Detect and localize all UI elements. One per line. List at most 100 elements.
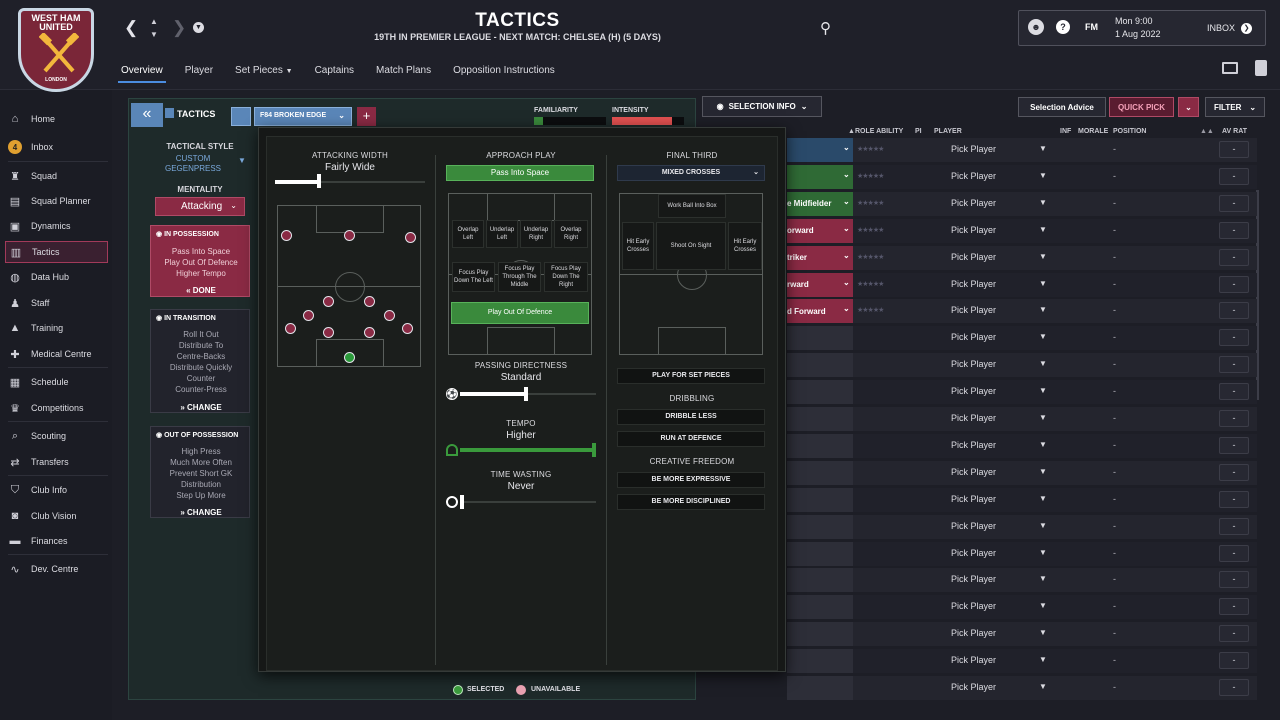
table-row[interactable]: Pick Player ▼ - - <box>787 353 1257 378</box>
sidebar-item-schedule[interactable]: ▦ Schedule <box>8 371 108 393</box>
player-dot[interactable] <box>364 327 375 338</box>
selection-info-button[interactable]: ◉ SELECTION INFO ⌄ <box>702 96 822 117</box>
chevron-down-icon[interactable]: ▼ <box>1039 144 1047 153</box>
table-row[interactable]: Pick Player ▼ - - <box>787 541 1257 566</box>
continue-arrow-icon[interactable]: ❯ <box>1241 23 1252 34</box>
mentality-select[interactable]: Attacking ⌄ <box>155 197 245 216</box>
role-select[interactable] <box>787 487 853 512</box>
role-select[interactable] <box>787 380 853 405</box>
sidebar-item-data-hub[interactable]: ◍ Data Hub <box>8 266 108 288</box>
slider-handle[interactable] <box>592 443 596 457</box>
zone-work-ball-into-box[interactable]: Work Ball Into Box <box>658 194 726 218</box>
slider-handle[interactable] <box>524 387 528 401</box>
chevron-down-icon[interactable]: ▼ <box>1039 574 1047 584</box>
table-row[interactable]: ★★★★★ ⌄ Pick Player ▼ - - <box>787 164 1257 189</box>
chevron-down-icon[interactable]: ▼ <box>1039 359 1047 369</box>
role-select[interactable]: triker ⌄ <box>787 245 853 270</box>
chevron-down-icon[interactable]: ▼ <box>1039 305 1047 315</box>
role-select[interactable] <box>787 676 853 700</box>
table-row[interactable]: Pick Player ▼ - - <box>787 326 1257 351</box>
table-row[interactable]: ★★★★★ rward ⌄ Pick Player ▼ - - <box>787 272 1257 297</box>
tab-opposition-instructions[interactable]: Opposition Instructions <box>453 65 555 76</box>
slider-handle[interactable] <box>317 174 321 188</box>
time-wasting-slider[interactable] <box>446 495 596 509</box>
in-transition-card[interactable]: ◉ IN TRANSITION Roll It Out Distribute T… <box>150 309 250 413</box>
table-row[interactable]: Pick Player ▼ - - <box>787 514 1257 539</box>
pick-player-select[interactable]: Pick Player <box>951 466 997 477</box>
player-dot[interactable] <box>364 296 375 307</box>
zone-shoot-on-sight[interactable]: Shoot On Sight <box>656 222 726 270</box>
attacking-width-slider[interactable] <box>275 174 425 188</box>
tab-player[interactable]: Player <box>184 65 214 76</box>
player-dot[interactable] <box>303 310 314 321</box>
in-possession-card[interactable]: ◉ IN POSSESSION Pass Into Space Play Out… <box>150 225 250 297</box>
pick-player-select[interactable]: Pick Player <box>951 197 997 208</box>
chevron-down-icon[interactable]: ▼ <box>238 156 246 165</box>
chevron-down-icon[interactable]: ▼ <box>1039 547 1047 557</box>
help-icon[interactable]: ? <box>1056 20 1070 34</box>
sidebar-item-squad-planner[interactable]: ▤ Squad Planner <box>8 190 108 212</box>
chevron-down-icon[interactable]: ▼ <box>1039 520 1047 530</box>
role-select[interactable]: ⌄ <box>787 164 853 189</box>
pick-player-select[interactable]: Pick Player <box>951 359 997 370</box>
chevron-down-icon[interactable]: ▼ <box>1039 439 1047 449</box>
tab-match-plans[interactable]: Match Plans <box>376 65 432 76</box>
sidebar-item-dev-centre[interactable]: ∿ Dev. Centre <box>8 558 108 580</box>
table-row[interactable]: Pick Player ▼ - - <box>787 595 1257 620</box>
screen-icon[interactable] <box>1222 62 1238 74</box>
pick-player-select[interactable]: Pick Player <box>951 655 997 666</box>
zone-hit-early-crosses-right[interactable]: Hit Early Crosses <box>728 222 762 270</box>
pick-player-select[interactable]: Pick Player <box>951 170 997 181</box>
role-select[interactable]: rward ⌄ <box>787 272 853 297</box>
chevron-down-icon[interactable]: ▼ <box>1039 601 1047 611</box>
table-row[interactable]: Pick Player ▼ - - <box>787 676 1257 700</box>
history-dropdown-icon[interactable]: ▼ <box>193 22 204 33</box>
tactic-select[interactable]: F84 BROKEN EDGE ⌄ <box>254 107 352 126</box>
tab-overview[interactable]: Overview <box>118 63 166 83</box>
role-select[interactable]: ⌄ <box>787 138 853 162</box>
sidebar-item-scouting[interactable]: ⌕ Scouting <box>8 425 108 447</box>
goalkeeper-dot[interactable] <box>344 352 355 363</box>
pick-player-select[interactable]: Pick Player <box>951 628 997 639</box>
filter-button[interactable]: FILTER ⌄ <box>1205 97 1265 117</box>
pick-player-select[interactable]: Pick Player <box>951 439 997 450</box>
table-row[interactable]: Pick Player ▼ - - <box>787 433 1257 458</box>
sidebar-item-tactics[interactable]: ▥ Tactics <box>5 241 108 263</box>
column-av-rat[interactable]: AV RAT <box>1222 128 1248 135</box>
in-transition-change-button[interactable]: » CHANGE <box>151 403 251 412</box>
role-select[interactable] <box>787 326 853 351</box>
player-dot[interactable] <box>402 323 413 334</box>
zone-overlap-right[interactable]: Overlap Right <box>554 220 588 248</box>
chevron-down-icon[interactable]: ▼ <box>1039 224 1047 234</box>
inbox-button[interactable]: INBOX <box>1207 23 1236 33</box>
role-select[interactable] <box>787 622 853 647</box>
be-more-disciplined-button[interactable]: BE MORE DISCIPLINED <box>617 494 765 510</box>
pick-player-select[interactable]: Pick Player <box>951 574 997 585</box>
chevron-down-icon[interactable]: ▼ <box>1039 493 1047 503</box>
play-for-set-pieces-button[interactable]: PLAY FOR SET PIECES <box>617 368 765 384</box>
out-of-possession-change-button[interactable]: » CHANGE <box>151 508 251 517</box>
chevron-down-icon[interactable]: ▼ <box>1039 655 1047 665</box>
pick-player-select[interactable]: Pick Player <box>951 305 997 316</box>
zone-focus-right[interactable]: Focus Play Down The Right <box>544 262 588 292</box>
role-select[interactable]: d Forward ⌄ <box>787 299 853 324</box>
role-select[interactable]: orward ⌄ <box>787 218 853 243</box>
role-select[interactable] <box>787 649 853 674</box>
back-arrow-icon[interactable]: ❮ <box>124 18 139 37</box>
search-icon[interactable]: ⚲ <box>820 20 831 37</box>
sidebar-item-transfers[interactable]: ⇄ Transfers <box>8 451 108 473</box>
up-icon[interactable]: ▲ <box>150 17 158 26</box>
crossing-select[interactable]: MIXED CROSSES ⌄ <box>617 165 765 181</box>
club-crest[interactable]: WEST HAM UNITED LONDON <box>18 8 94 92</box>
manager-icon[interactable]: ☻ <box>1028 19 1044 35</box>
role-select[interactable] <box>787 541 853 566</box>
sidebar-item-inbox[interactable]: 4 Inbox <box>8 136 108 158</box>
sidebar-item-medical-centre[interactable]: ✚ Medical Centre <box>8 343 108 365</box>
chevron-down-icon[interactable]: ▼ <box>1039 386 1047 396</box>
play-out-of-defence-button[interactable]: Play Out Of Defence <box>451 302 589 324</box>
chevron-down-icon[interactable]: ▼ <box>1039 628 1047 638</box>
table-row[interactable]: ★★★★★ d Forward ⌄ Pick Player ▼ - - <box>787 299 1257 324</box>
chevron-down-icon[interactable]: ▼ <box>1039 197 1047 207</box>
quick-pick-dropdown[interactable]: ⌄ <box>1178 97 1199 117</box>
sidebar-item-staff[interactable]: ♟ Staff <box>8 292 108 314</box>
